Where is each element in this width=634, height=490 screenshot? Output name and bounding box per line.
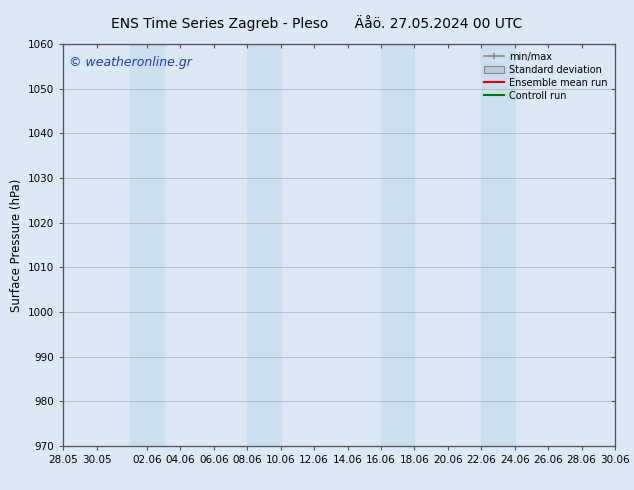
Bar [130, 44, 164, 446]
Bar [615, 44, 634, 446]
Bar [481, 44, 515, 446]
Legend: min/max, Standard deviation, Ensemble mean run, Controll run: min/max, Standard deviation, Ensemble me… [481, 49, 610, 103]
Y-axis label: Surface Pressure (hPa): Surface Pressure (hPa) [10, 178, 23, 312]
Bar [381, 44, 415, 446]
Text: © weatheronline.gr: © weatheronline.gr [69, 56, 192, 69]
Text: ENS Time Series Zagreb - Pleso      Äåö. 27.05.2024 00 UTC: ENS Time Series Zagreb - Pleso Äåö. 27.0… [112, 15, 522, 31]
Bar [247, 44, 281, 446]
